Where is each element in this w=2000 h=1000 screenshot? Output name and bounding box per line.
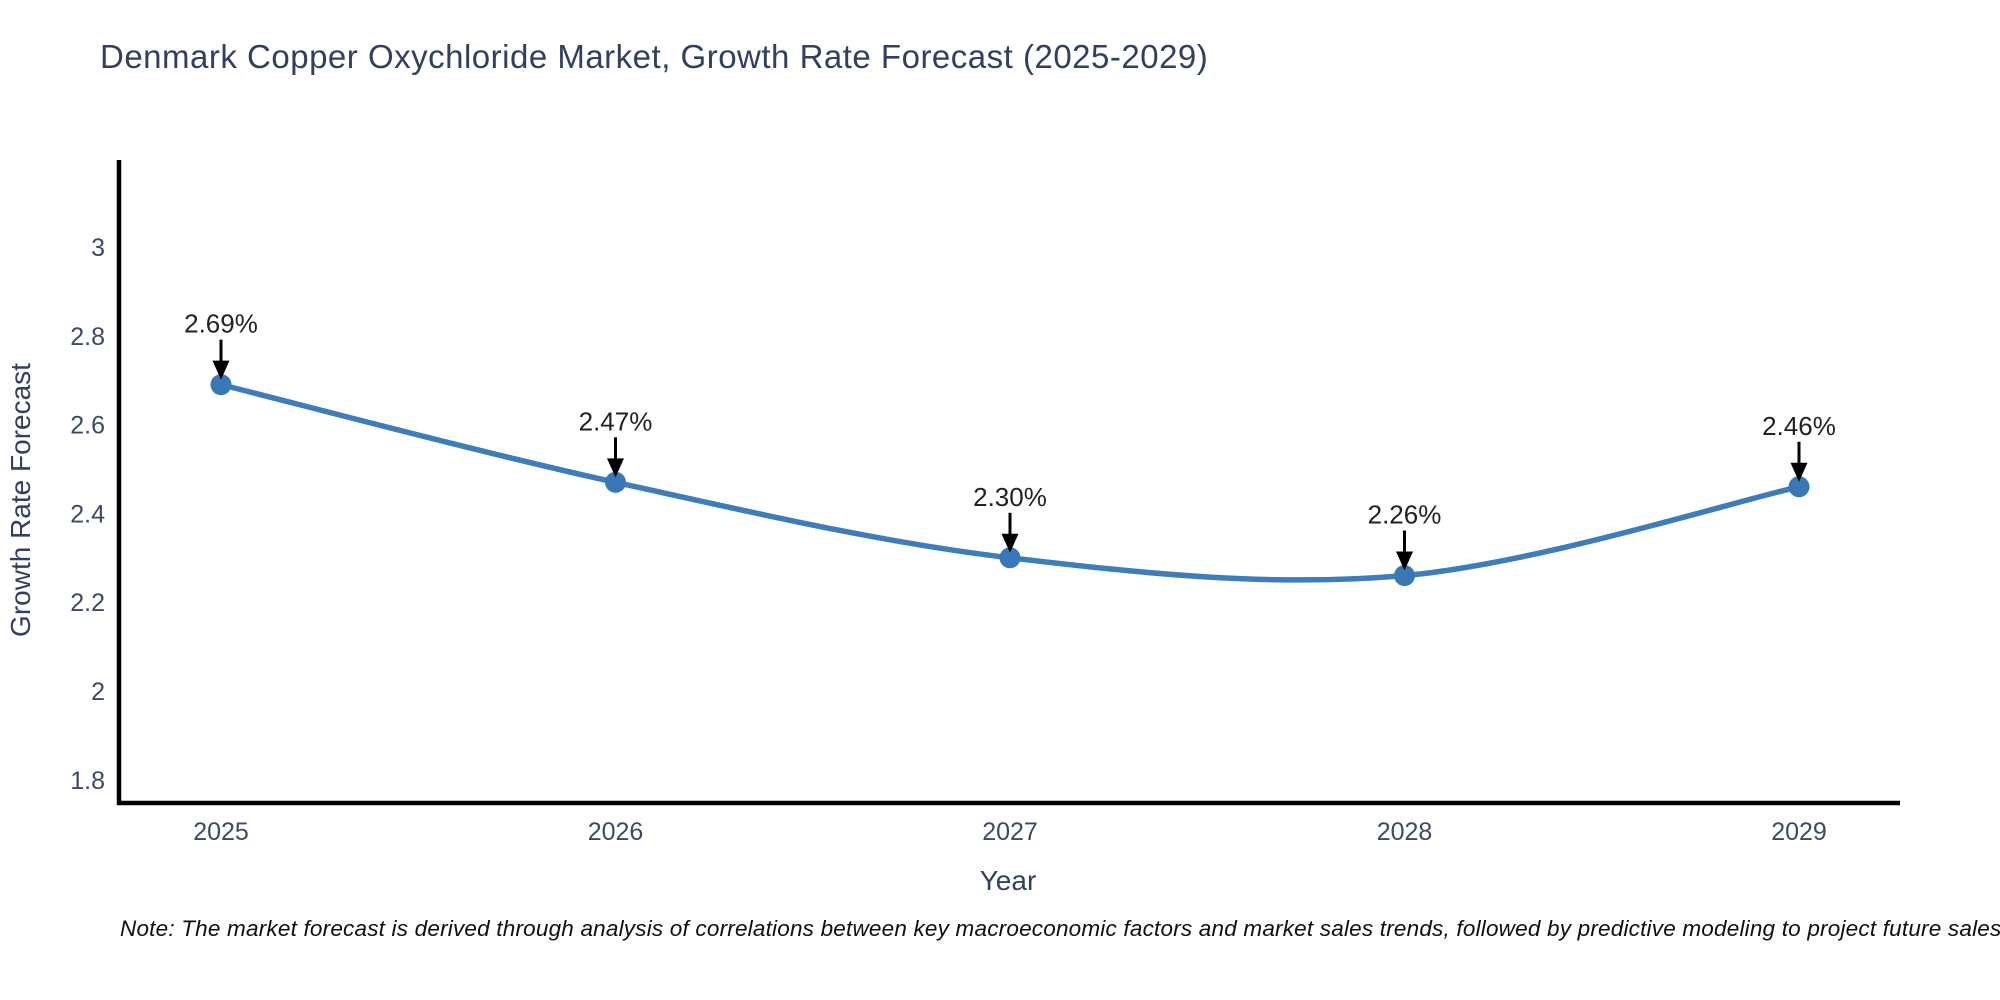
annotation-arrow-head: [212, 360, 230, 380]
chart-title: Denmark Copper Oxychloride Market, Growt…: [100, 38, 1209, 75]
annotation-arrow-head: [1001, 533, 1019, 553]
data-point-marker: [1394, 565, 1415, 587]
annotation-arrow-head: [607, 458, 624, 478]
annotation-arrow-head: [1790, 462, 1808, 482]
point-value-label: 2.46%: [1762, 411, 1836, 441]
point-annotations: 2.69% 2.47% 2.30% 2.26% 2.46%: [184, 309, 1836, 571]
point-value-label: 2.30%: [973, 482, 1047, 512]
y-tick-label: 2.6: [70, 412, 105, 440]
y-tick-label: 1.8: [70, 767, 105, 795]
data-point-marker: [999, 547, 1021, 569]
y-tick-label: 2: [91, 678, 105, 706]
x-tick-label: 2027: [982, 818, 1038, 846]
data-point-marker: [605, 471, 626, 493]
series-markers: [210, 374, 1810, 587]
point-value-label: 2.26%: [1368, 500, 1442, 530]
y-axis-tick-labels: 1.8 2 2.2 2.4 2.6 2.8 3: [70, 234, 105, 795]
x-tick-label: 2029: [1771, 818, 1827, 846]
x-axis-tick-labels: 2025 2026 2027 2028 2029: [193, 818, 1827, 846]
footnote: Note: The market forecast is derived thr…: [120, 916, 2000, 941]
x-tick-label: 2025: [193, 818, 249, 846]
data-point-marker: [1788, 476, 1810, 498]
y-tick-label: 3: [91, 234, 105, 262]
y-tick-label: 2.8: [70, 323, 105, 351]
x-tick-label: 2028: [1377, 818, 1433, 846]
y-tick-label: 2.4: [70, 500, 105, 528]
point-value-label: 2.69%: [184, 309, 258, 339]
x-axis-title: Year: [980, 865, 1037, 896]
point-value-label: 2.47%: [579, 406, 653, 436]
annotation-arrow-head: [1396, 551, 1413, 571]
y-axis-title: Growth Rate Forecast: [5, 363, 36, 637]
x-tick-label: 2026: [588, 818, 644, 846]
data-point-marker: [210, 374, 232, 396]
y-tick-label: 2.2: [70, 589, 105, 617]
